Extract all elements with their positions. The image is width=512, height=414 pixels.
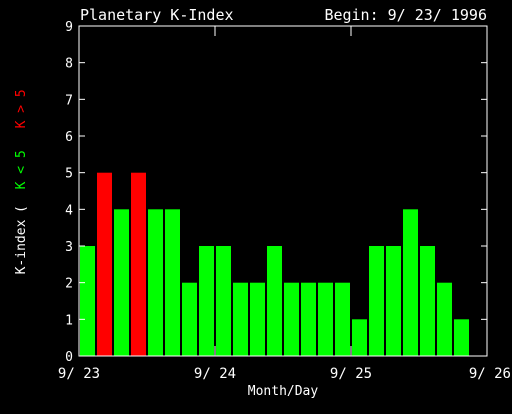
bar bbox=[301, 282, 316, 356]
x-tick-label: 9/ 26 bbox=[469, 366, 511, 382]
y-axis-ticks: 0 1 2 3 4 5 6 7 8 9 bbox=[65, 20, 487, 365]
chart-subtitle: Begin: 9/ 23/ 1996 bbox=[324, 6, 487, 24]
bar bbox=[403, 209, 418, 356]
bar bbox=[165, 209, 180, 356]
y-axis-label-group: K-index bbox=[14, 219, 29, 274]
bar bbox=[284, 282, 299, 356]
y-tick-label: 0 bbox=[65, 350, 73, 365]
chart-title: Planetary K-Index bbox=[80, 6, 234, 24]
x-tick-label: 9/ 23 bbox=[58, 366, 100, 382]
bar bbox=[199, 246, 214, 356]
y-tick-label: 4 bbox=[65, 203, 73, 218]
bar bbox=[131, 172, 146, 356]
y-tick-label: 5 bbox=[65, 167, 73, 182]
y-tick-label: 9 bbox=[65, 20, 73, 35]
bar bbox=[182, 282, 197, 356]
bar bbox=[114, 209, 129, 356]
bar bbox=[318, 282, 333, 356]
y-tick-label: 2 bbox=[65, 277, 73, 292]
bar bbox=[386, 246, 401, 356]
bar bbox=[148, 209, 163, 356]
y-tick-label: 6 bbox=[65, 130, 73, 145]
y-tick-label: 3 bbox=[65, 240, 73, 255]
y-tick-label: 7 bbox=[65, 93, 73, 108]
y-tick-label: 8 bbox=[65, 57, 73, 72]
bar bbox=[369, 246, 384, 356]
bar bbox=[233, 282, 248, 356]
bar bbox=[352, 319, 367, 356]
bar bbox=[216, 246, 231, 356]
bar bbox=[420, 246, 435, 356]
x-tick-label: 9/ 25 bbox=[330, 366, 372, 382]
plot-frame bbox=[78, 25, 488, 357]
bar bbox=[250, 282, 265, 356]
legend-item-high: K > 5 bbox=[14, 89, 29, 128]
bar bbox=[97, 172, 112, 356]
legend-open-paren: ( bbox=[14, 205, 29, 213]
x-axis-label: Month/Day bbox=[248, 384, 319, 399]
bar bbox=[454, 319, 469, 356]
legend-group: ( K < 5 K > 5 bbox=[14, 89, 29, 213]
x-axis-ticks: 9/ 23 9/ 24 9/ 25 9/ 26 bbox=[58, 26, 511, 382]
bar bbox=[335, 282, 350, 356]
legend: ( K < 5 K > 5 bbox=[14, 89, 29, 213]
bar bbox=[80, 246, 95, 356]
bar bbox=[267, 246, 282, 356]
bar bbox=[437, 282, 452, 356]
y-axis-label: K-index bbox=[14, 219, 29, 274]
legend-item-low: K < 5 bbox=[14, 150, 29, 189]
bar-group bbox=[80, 172, 469, 356]
x-tick-label: 9/ 24 bbox=[194, 366, 236, 382]
y-tick-label: 1 bbox=[65, 313, 73, 328]
